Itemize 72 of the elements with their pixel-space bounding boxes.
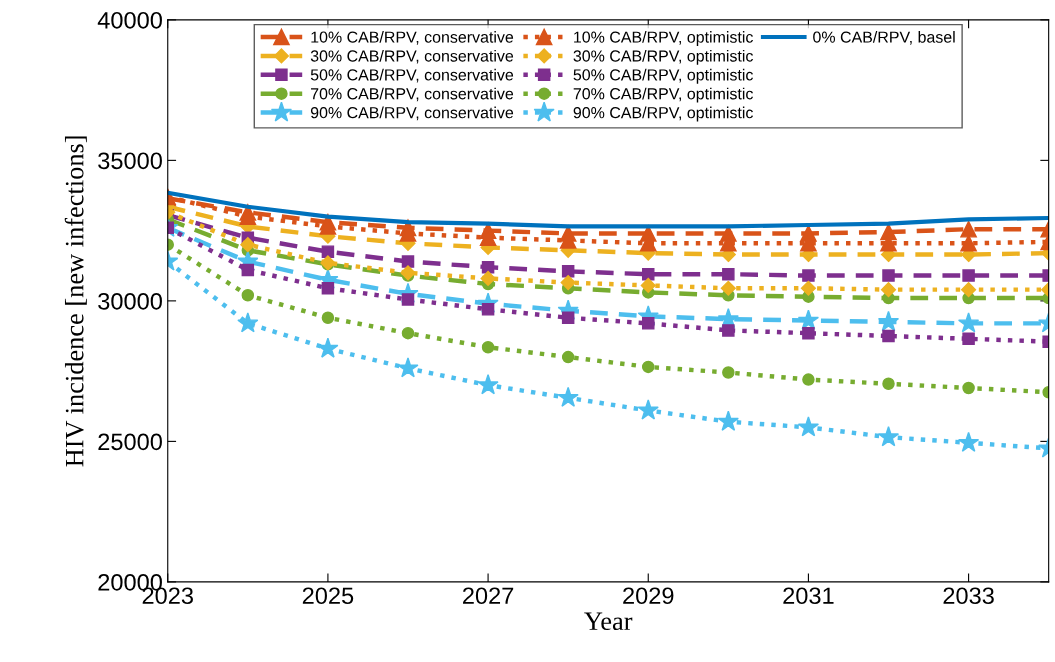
point <box>321 281 335 295</box>
legend-label: 0% CAB/RPV, basel <box>813 31 955 45</box>
point <box>317 337 339 358</box>
y-tick-label: 30000 <box>98 292 162 310</box>
point <box>802 326 815 340</box>
y-tick-label: 35000 <box>98 152 162 170</box>
point <box>560 275 576 291</box>
point <box>640 277 656 293</box>
point <box>481 260 495 274</box>
legend-label: 30% CAB/RPV, optimistic <box>573 49 753 65</box>
point <box>962 381 975 395</box>
x-axis-title: Year <box>584 612 633 631</box>
legend-label: 90% CAB/RPV, optimistic <box>573 106 753 122</box>
x-tick-label: 2029 <box>623 587 674 605</box>
point <box>962 332 975 346</box>
point <box>960 220 977 238</box>
point <box>880 282 897 298</box>
point <box>802 269 815 282</box>
point <box>962 269 975 282</box>
point <box>877 426 900 447</box>
point <box>641 267 655 281</box>
point <box>561 265 575 278</box>
point <box>882 269 895 282</box>
point <box>717 410 739 431</box>
point <box>477 374 499 395</box>
legend-label: 10% CAB/RPV, optimistic <box>574 31 753 46</box>
point <box>561 311 575 324</box>
point <box>960 234 977 252</box>
point <box>722 366 735 379</box>
point <box>561 350 575 364</box>
x-tick-label: 2033 <box>943 587 994 605</box>
point <box>800 280 816 296</box>
x-tick-label: 2025 <box>302 587 354 605</box>
point <box>957 312 980 333</box>
point <box>400 265 416 281</box>
y-tick-label: 25000 <box>98 433 162 451</box>
point <box>877 310 900 332</box>
legend-label: 90% CAB/RPV, conservative <box>310 106 514 121</box>
point <box>882 377 895 391</box>
x-tick-label: 2031 <box>783 587 834 605</box>
point <box>237 312 259 333</box>
y-axis-title: HIV incidence [new infections] <box>64 136 87 467</box>
point <box>957 431 980 452</box>
point <box>720 280 736 296</box>
point <box>641 360 655 374</box>
point <box>557 386 579 407</box>
point <box>401 255 415 268</box>
point <box>240 237 256 253</box>
point <box>321 311 335 324</box>
x-tick-label: 2027 <box>463 587 514 605</box>
point <box>481 340 495 354</box>
y-tick-label: 40000 <box>97 11 162 29</box>
point <box>321 245 335 258</box>
legend-label: 50% CAB/RPV, optimistic <box>573 68 753 84</box>
point <box>397 357 419 378</box>
point <box>637 399 659 420</box>
legend-label: 70% CAB/RPV, conservative <box>311 87 514 102</box>
point <box>797 416 820 437</box>
point <box>641 317 655 330</box>
legend-label: 70% CAB/RPV, optimistic <box>573 87 753 103</box>
legend-label: 30% CAB/RPV, conservative <box>310 49 514 64</box>
point <box>401 326 415 340</box>
point <box>241 263 255 277</box>
point <box>480 270 496 286</box>
point <box>961 282 977 298</box>
point <box>241 289 255 302</box>
legend-label: 50% CAB/RPV, conservative <box>310 68 514 83</box>
point <box>722 324 735 337</box>
point <box>722 267 735 281</box>
legend-label: 10% CAB/RPV, conservative <box>311 31 514 45</box>
point <box>802 373 815 386</box>
point <box>882 329 895 343</box>
